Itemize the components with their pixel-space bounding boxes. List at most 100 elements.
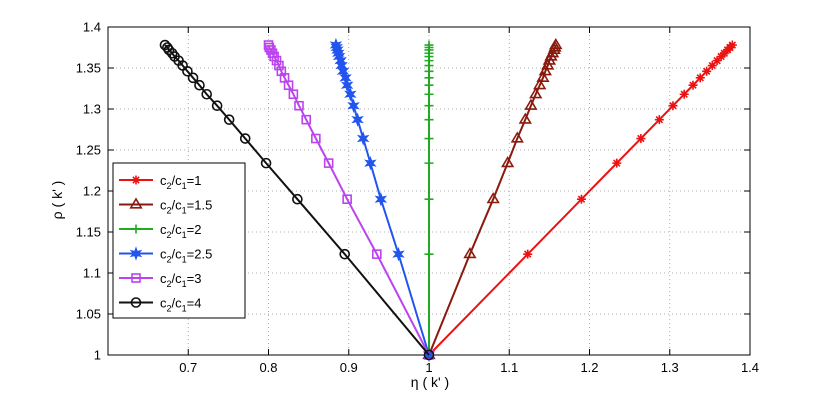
data-point [159, 39, 171, 51]
data-point [712, 56, 722, 66]
y-tick-label: 1.25 [76, 143, 101, 158]
data-point [356, 131, 370, 146]
data-point [529, 87, 543, 99]
data-point [719, 48, 729, 58]
data-point [347, 98, 360, 113]
data-point [263, 40, 274, 50]
data-point [510, 131, 524, 143]
data-point [716, 52, 726, 62]
data-point [274, 60, 284, 71]
legend-marker [129, 197, 143, 209]
data-point [294, 100, 304, 111]
series-2 [422, 37, 563, 360]
legend-label: c2/c1=4 [160, 296, 201, 314]
data-point [276, 66, 287, 77]
data-point [463, 247, 477, 259]
data-point [372, 249, 382, 259]
y-tick-label: 1.1 [83, 266, 101, 281]
y-tick-label: 1.3 [83, 102, 101, 117]
y-tick-label: 1 [94, 348, 101, 363]
data-point [679, 89, 689, 99]
data-point [239, 133, 251, 144]
x-tick-label: 1 [425, 360, 432, 375]
data-point [201, 88, 213, 100]
data-point [612, 158, 622, 168]
y-tick-label: 1.15 [76, 225, 101, 240]
legend-label: c2/c1=3 [160, 271, 201, 289]
data-point [424, 194, 434, 204]
x-tick-label: 1.1 [500, 360, 518, 375]
data-point [576, 194, 586, 204]
x-tick-label: 1.3 [661, 360, 679, 375]
data-point [351, 112, 364, 127]
series-6 [159, 39, 435, 361]
data-point [323, 158, 334, 168]
x-tick-label: 0.8 [259, 360, 277, 375]
x-tick-label: 0.7 [179, 360, 197, 375]
y-tick-label: 1.05 [76, 307, 101, 322]
data-point [223, 114, 235, 125]
axes: 0.7 0.8 0.9 1 1.1 1.2 1.3 1.4 1 1.05 1.1 1.15 1.2 1.2… [76, 20, 759, 376]
data-point [636, 134, 646, 144]
data-point [533, 78, 547, 90]
data-point [301, 114, 312, 125]
data-point [501, 156, 515, 168]
legend-marker [131, 273, 141, 283]
series-1 [424, 40, 737, 360]
series-5 [263, 40, 434, 360]
data-point [549, 37, 563, 50]
data-point [264, 42, 275, 53]
data-point [524, 98, 538, 110]
legend-label: c2/c1=1 [160, 173, 201, 191]
data-point [424, 158, 434, 168]
data-point [424, 115, 434, 125]
y-tick-label: 1.4 [83, 20, 101, 35]
data-point [392, 246, 405, 262]
data-point [342, 194, 352, 204]
legend-label: c2/c1=2 [160, 222, 201, 240]
data-point [374, 191, 388, 207]
data-point [654, 115, 664, 125]
legend-entry: c2/c1=3 [119, 271, 201, 289]
data-point [260, 157, 272, 169]
series-layer [159, 37, 737, 363]
data-point [424, 89, 434, 99]
data-point [538, 64, 552, 76]
data-point [266, 45, 276, 55]
series-3 [424, 40, 434, 360]
legend-label: c2/c1=2.5 [160, 247, 212, 265]
data-point [339, 70, 352, 86]
legend-entry: c2/c1=1.5 [119, 197, 212, 216]
series-4 [329, 37, 436, 363]
legend-entry: c2/c1=4 [119, 296, 201, 314]
data-point [423, 349, 435, 361]
data-point [424, 101, 434, 111]
data-point [329, 37, 343, 53]
data-point [518, 112, 532, 124]
data-point [292, 193, 303, 205]
x-tick-label: 1.2 [580, 360, 598, 375]
y-axis-label: ρ ( k' ) [49, 181, 65, 220]
data-point [364, 155, 377, 171]
y-tick-label: 1.35 [76, 61, 101, 76]
legend-marker [129, 246, 143, 261]
legend-box [112, 162, 246, 319]
legend-marker [131, 175, 141, 185]
data-point [424, 40, 434, 50]
data-point [339, 248, 351, 260]
data-point [194, 79, 205, 91]
legend-label: c2/c1=1.5 [160, 198, 212, 216]
legend: c2/c1=1 c2/c1=1.5 c2/c1=2 c2/c1=2.5 c2/c1=3 c… [112, 162, 246, 319]
legend-entry: c2/c1=2.5 [119, 246, 212, 265]
data-point [162, 42, 173, 53]
data-point [695, 73, 705, 83]
data-point [424, 249, 434, 259]
data-point [340, 77, 354, 93]
legend-marker [131, 224, 141, 234]
data-point [668, 101, 678, 111]
legend-entry: c2/c1=2 [119, 222, 201, 240]
legend-entry: c2/c1=1 [119, 173, 201, 191]
data-point [486, 192, 500, 204]
